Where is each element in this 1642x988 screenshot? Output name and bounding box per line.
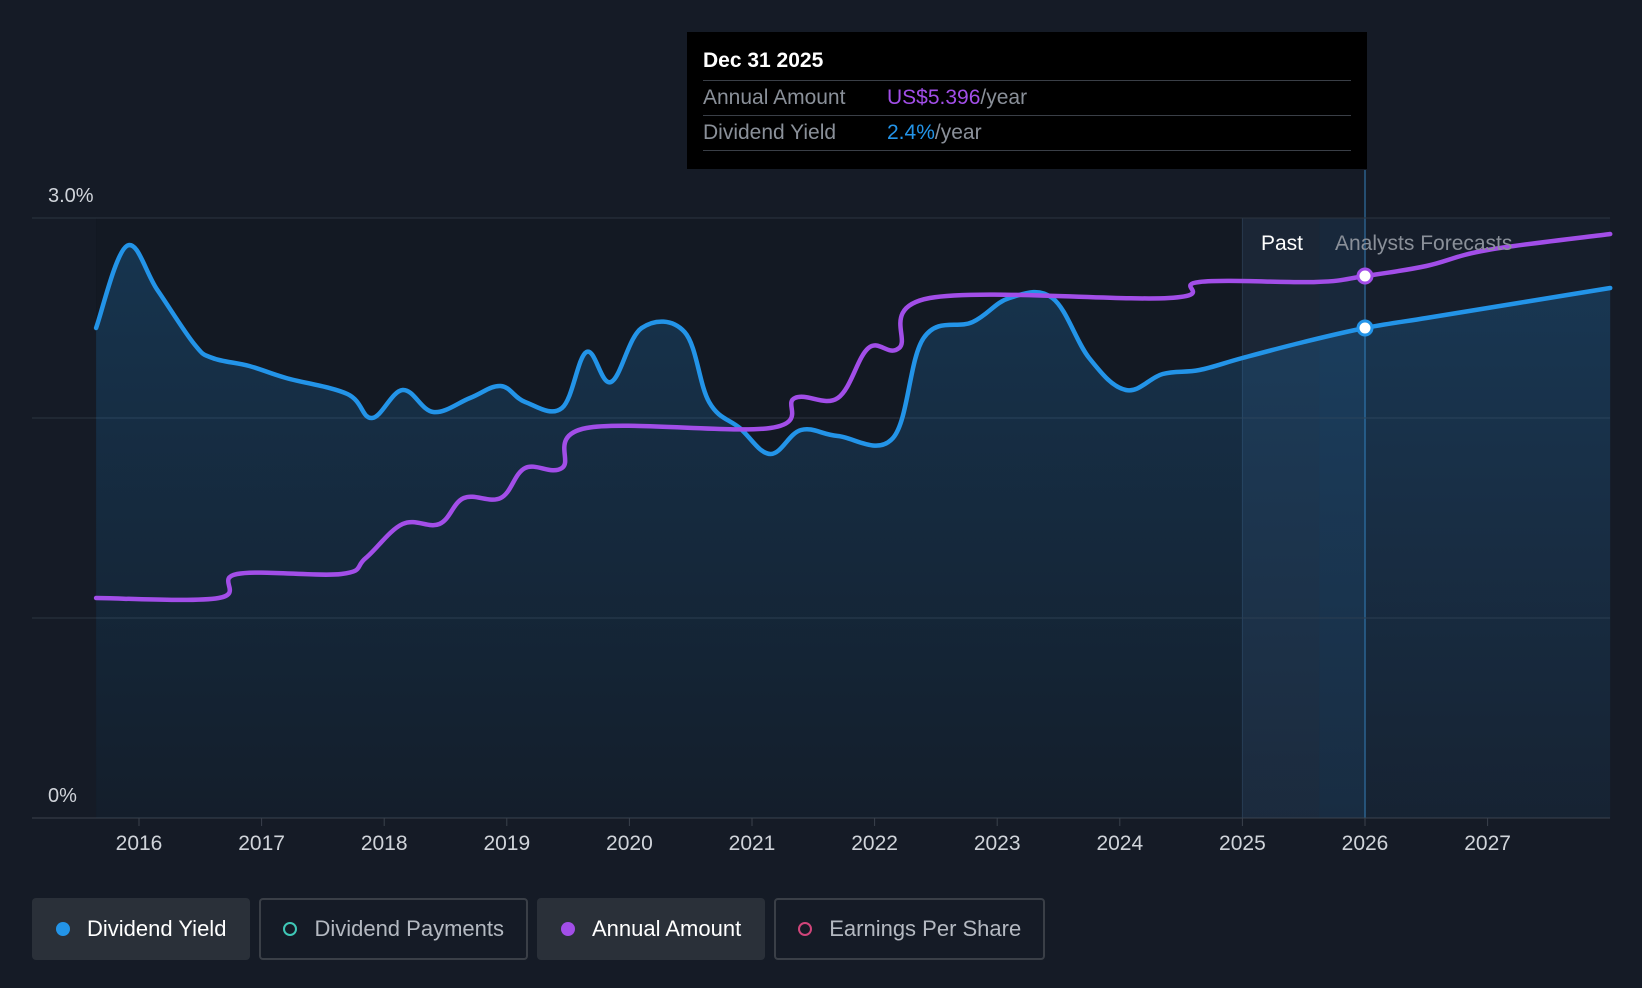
legend-label: Dividend Yield: [87, 916, 227, 941]
past-label: Past: [1261, 232, 1303, 255]
legend-label: Dividend Payments: [314, 916, 504, 941]
tooltip: Dec 31 2025 Annual Amount US$5.396 /year…: [687, 32, 1367, 169]
y-tick-label-bottom: 0%: [48, 785, 77, 807]
legend-dot-icon: [283, 922, 298, 936]
tooltip-yield-unit: /year: [934, 121, 982, 144]
y-tick-label-top: 3.0%: [48, 185, 94, 207]
x-tick-label: 2025: [1219, 832, 1266, 855]
x-tick-label: 2021: [729, 832, 776, 855]
dividend-yield-marker: [1356, 319, 1374, 337]
legend-dot-icon: [560, 922, 575, 936]
annual-amount-marker: [1356, 267, 1374, 285]
tooltip-date: Dec 31 2025: [703, 46, 1351, 81]
x-tick-label: 2024: [1096, 832, 1143, 855]
legend-label: Annual Amount: [591, 916, 742, 941]
tooltip-yield-value: 2.4%: [887, 121, 935, 144]
x-tick-label: 2022: [851, 832, 898, 855]
tooltip-annual-unit: /year: [980, 86, 1028, 109]
tooltip-annual-label: Annual Amount: [703, 86, 846, 109]
x-tick-label: 2019: [483, 832, 530, 855]
x-tick-label: 2027: [1464, 832, 1511, 855]
annual-amount-line: [93, 231, 1613, 603]
tooltip-yield-label: Dividend Yield: [703, 121, 837, 144]
x-tick-label: 2026: [1342, 832, 1389, 855]
legend-earnings-per-share[interactable]: Earnings Per Share: [774, 898, 1046, 960]
legend-dividend-payments[interactable]: Dividend Payments: [259, 898, 528, 960]
x-tick-label: 2018: [361, 832, 408, 855]
legend-annual-amount[interactable]: Annual Amount: [536, 898, 766, 960]
tooltip-yield-row: Dividend Yield 2.4% /year: [703, 116, 1351, 151]
legend-dot-icon: [798, 922, 813, 936]
forecast-label: Analysts Forecasts: [1335, 232, 1512, 255]
x-tick-label: 2017: [238, 832, 285, 855]
legend-dividend-yield[interactable]: Dividend Yield: [32, 898, 251, 960]
legend-dot-icon: [56, 922, 70, 936]
dividend-yield-area: [96, 245, 1611, 818]
x-tick-label: 2016: [116, 832, 163, 855]
tooltip-annual-value: US$5.396: [887, 86, 981, 109]
legend-label: Earnings Per Share: [829, 916, 1022, 941]
dividend-yield-line: [93, 242, 1613, 457]
x-tick-label: 2023: [974, 832, 1021, 855]
tooltip-annual-row: Annual Amount US$5.396 /year: [703, 81, 1351, 116]
legend: Dividend Yield Dividend Payments Annual …: [32, 898, 1046, 960]
x-tick-label: 2020: [606, 832, 653, 855]
